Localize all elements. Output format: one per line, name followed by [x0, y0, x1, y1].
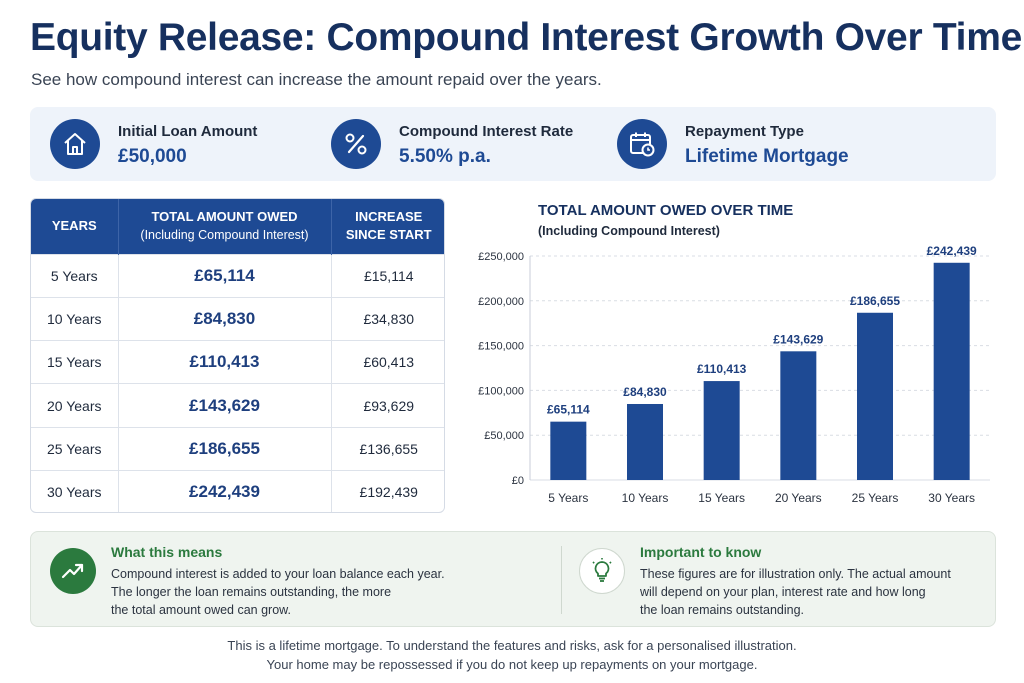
cell-owed: £242,439 [118, 469, 332, 512]
cell-increase: £34,830 [331, 296, 444, 341]
cell-years: 5 Years [31, 253, 119, 298]
y-tick-label: £0 [512, 475, 524, 487]
summary-value: 5.50% p.a. [399, 146, 491, 167]
header-years: YEARS [31, 199, 119, 254]
summary-value: £50,000 [118, 146, 187, 167]
cell-increase: £93,629 [331, 383, 444, 428]
bar [703, 381, 740, 480]
cell-owed: £143,629 [118, 383, 332, 428]
trending-up-icon [50, 548, 96, 594]
footer-disclaimer: This is a lifetime mortgage. To understa… [227, 638, 797, 653]
y-tick-label: £150,000 [478, 341, 524, 353]
table-row: 15 Years £110,413 £60,413 [31, 340, 444, 384]
x-tick-label: 30 Years [928, 491, 975, 505]
cell-increase: £192,439 [331, 469, 444, 512]
y-tick-label: £200,000 [478, 296, 524, 308]
header-increase: INCREASE SINCE START [331, 199, 444, 254]
cell-owed: £110,413 [118, 340, 332, 384]
table-header-row: YEARS TOTAL AMOUNT OWED (Including Compou… [31, 199, 444, 254]
table-row: 30 Years £242,439 £192,439 [31, 469, 444, 512]
calendar-clock-icon [617, 119, 667, 169]
cell-years: 20 Years [31, 383, 119, 428]
x-tick-label: 25 Years [852, 491, 899, 505]
cell-years: 25 Years [31, 426, 119, 471]
y-tick-label: £50,000 [484, 430, 524, 442]
bar-data-label: £110,413 [697, 362, 747, 376]
bar [780, 351, 817, 480]
header-total-owed: TOTAL AMOUNT OWED (Including Compound Int… [118, 199, 332, 254]
notes-panel: What this means Compound interest is add… [30, 531, 996, 627]
table-row: 20 Years £143,629 £93,629 [31, 383, 444, 428]
cell-increase: £15,114 [331, 253, 444, 298]
note-meaning-line: The longer the loan remains outstanding,… [111, 585, 392, 599]
notes-divider [561, 546, 562, 614]
footer-warning: Your home may be repossessed if you do n… [266, 657, 758, 672]
summary-label: Initial Loan Amount [118, 123, 258, 140]
bar-data-label: £143,629 [773, 332, 823, 346]
bar [933, 262, 970, 480]
cell-owed: £65,114 [118, 253, 332, 298]
bar-data-label: £84,830 [623, 385, 667, 399]
note-meaning-line: the total amount owed can grow. [111, 603, 291, 617]
chart-subtitle: (Including Compound Interest) [538, 224, 720, 238]
summary-bar: Initial Loan Amount £50,000 Compound Int… [30, 107, 996, 181]
y-tick-label: £100,000 [478, 385, 524, 397]
bar-data-label: £65,114 [547, 403, 590, 417]
y-tick-label: £250,000 [478, 251, 524, 263]
x-tick-label: 15 Years [698, 491, 745, 505]
cell-owed: £186,655 [118, 426, 332, 471]
bar [627, 403, 663, 480]
note-important-heading: Important to know [640, 544, 762, 560]
bar-data-label: £186,655 [850, 294, 900, 308]
note-meaning-heading: What this means [111, 544, 223, 560]
note-important-line: These figures are for illustration only.… [640, 567, 951, 581]
cell-years: 30 Years [31, 469, 119, 512]
bar-data-label: £242,439 [927, 244, 977, 258]
cell-years: 15 Years [31, 340, 119, 384]
table-row: 25 Years £186,655 £136,655 [31, 426, 444, 471]
x-tick-label: 10 Years [622, 491, 669, 505]
summary-label: Repayment Type [685, 123, 804, 140]
percent-icon [331, 119, 381, 169]
page-title: Equity Release: Compound Interest Growth… [30, 16, 1022, 59]
note-meaning-line: Compound interest is added to your loan … [111, 567, 445, 581]
note-important-line: will depend on your plan, interest rate … [640, 585, 926, 599]
cell-increase: £136,655 [331, 426, 444, 471]
page-subtitle: See how compound interest can increase t… [31, 70, 602, 89]
cell-owed: £84,830 [118, 296, 332, 341]
summary-label: Compound Interest Rate [399, 123, 574, 140]
note-important-line: the loan remains outstanding. [640, 603, 804, 617]
bar [550, 421, 587, 480]
bar-chart: £0 £50,000 £100,000 £150,000 £200,000 £250,00… [478, 244, 990, 505]
x-tick-label: 20 Years [775, 491, 822, 505]
chart-title: TOTAL AMOUNT OWED OVER TIME [538, 202, 794, 219]
cell-increase: £60,413 [331, 340, 444, 384]
cell-years: 10 Years [31, 296, 119, 341]
growth-table: YEARS TOTAL AMOUNT OWED (Including Compou… [30, 198, 445, 513]
bar [857, 312, 893, 480]
lightbulb-icon [579, 548, 625, 594]
summary-value: Lifetime Mortgage [685, 146, 849, 167]
house-icon [50, 119, 100, 169]
x-tick-label: 5 Years [548, 491, 588, 505]
table-row: 10 Years £84,830 £34,830 [31, 296, 444, 341]
table-row: 5 Years £65,114 £15,114 [31, 253, 444, 298]
